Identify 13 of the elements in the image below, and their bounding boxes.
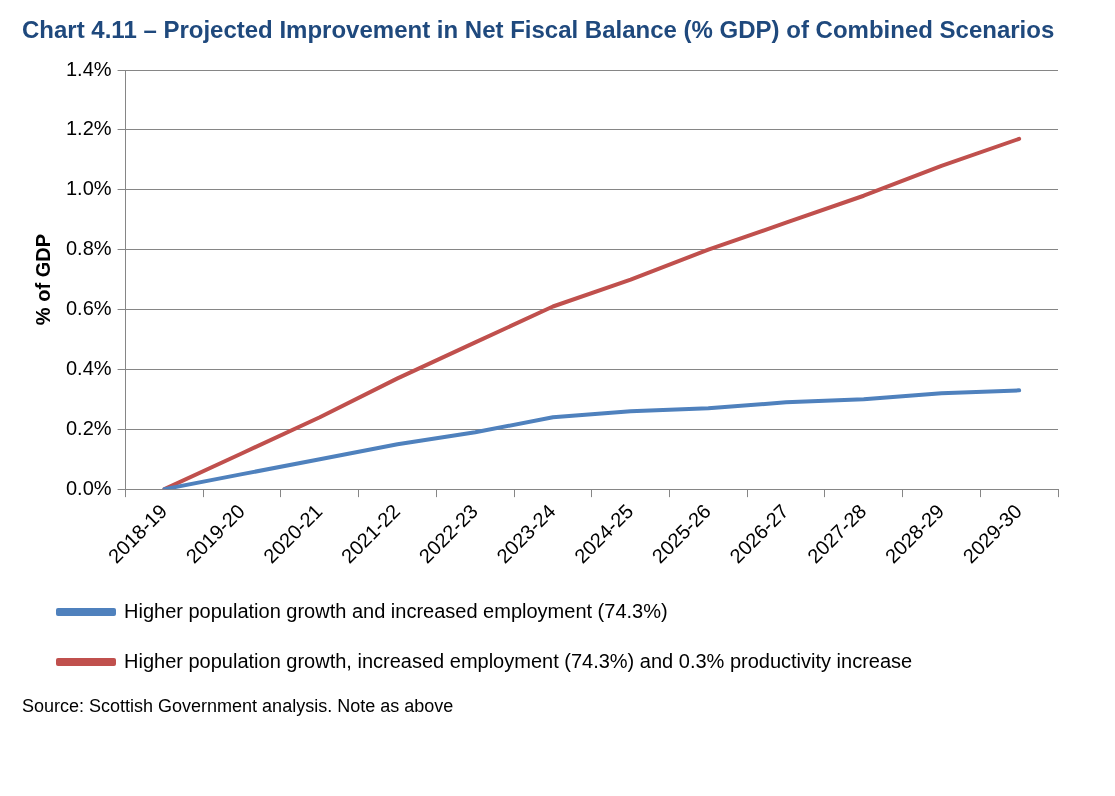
y-tick-label: 0.2% — [65, 416, 112, 439]
source-note: Source: Scottish Government analysis. Note as above — [22, 696, 455, 717]
y-tick-label: 1.4% — [65, 57, 112, 80]
y-tick-label: 1.2% — [65, 117, 112, 140]
y-tick-label: 0.6% — [65, 297, 112, 320]
legend-label: Higher population growth and increased employment (74.3%) — [124, 599, 668, 622]
chart-title: Chart 4.11 – Projected Improvement in Net Fiscal Balance (% GDP) of Combined Scenarios — [22, 16, 1056, 44]
y-tick-label: 0.8% — [65, 237, 112, 260]
legend-label: Higher population growth, increased employment (74.3%) and 0.3% productivity increase — [124, 649, 913, 672]
y-axis-title: % of GDP — [31, 234, 54, 326]
y-tick-label: 0.4% — [65, 356, 112, 379]
y-tick-label: 1.0% — [65, 177, 112, 200]
y-tick-label: 0.0% — [65, 476, 112, 499]
